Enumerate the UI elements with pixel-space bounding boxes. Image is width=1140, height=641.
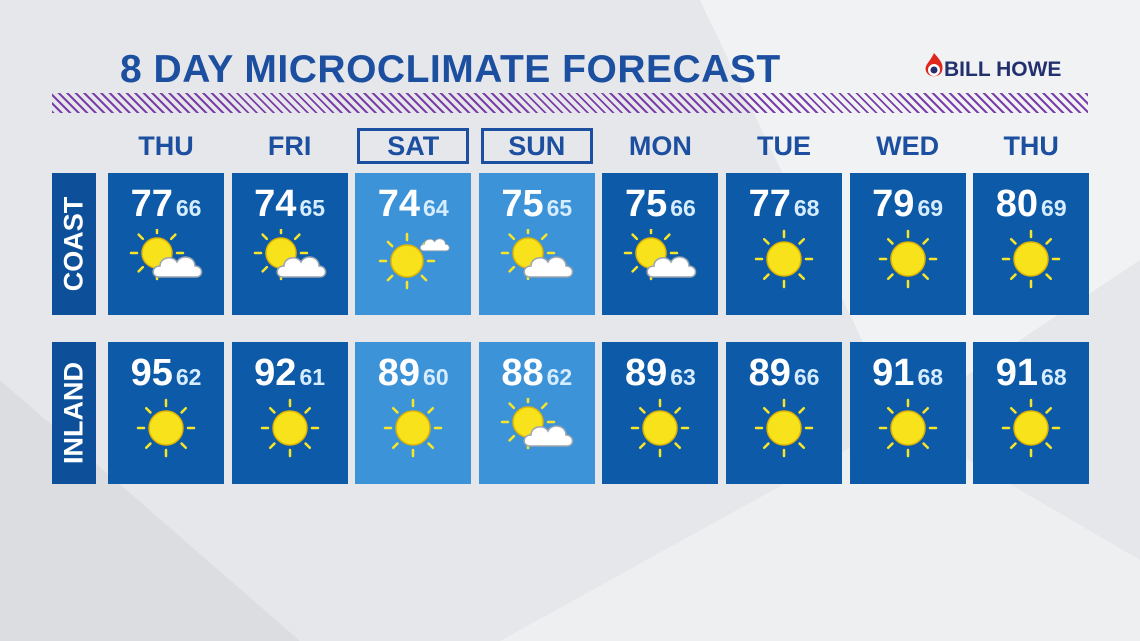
- weather-icon: [373, 229, 453, 298]
- forecast-cell: 88 62: [478, 342, 595, 484]
- day-label: THU: [1003, 131, 1059, 161]
- weather-icon: [126, 225, 206, 298]
- day-label: WED: [876, 131, 940, 161]
- temps: 89 63: [602, 352, 718, 395]
- high-temp: 89: [748, 352, 791, 394]
- low-temp: 68: [1041, 364, 1067, 390]
- high-temp: 91: [995, 352, 1039, 394]
- weather-icon: [373, 398, 453, 467]
- region-label: COAST: [58, 196, 89, 292]
- forecast-cell: 89 63: [602, 342, 719, 484]
- temps: 89 60: [355, 352, 471, 395]
- day-label: MON: [628, 131, 692, 161]
- weather-icon: [991, 229, 1071, 298]
- forecast-cell: 79 69: [849, 173, 966, 315]
- weather-icon: [744, 229, 824, 298]
- temps: 80 69: [973, 183, 1089, 226]
- temps: 79 69: [850, 183, 966, 226]
- day-label: SUN: [480, 128, 593, 164]
- high-temp: 95: [130, 352, 173, 394]
- temps: 75 65: [479, 183, 595, 226]
- forecast-cell: 80 69: [973, 173, 1090, 315]
- high-temp: 75: [624, 183, 668, 225]
- forecast-cell: 74 64: [355, 173, 472, 315]
- forecast-cell: 91 68: [973, 342, 1090, 484]
- low-temp: 62: [175, 364, 202, 390]
- divider: [52, 93, 1088, 113]
- weather-icon: [497, 394, 577, 467]
- weather-icon: [744, 398, 824, 467]
- temps: 95 62: [108, 352, 224, 395]
- high-temp: 75: [501, 183, 544, 225]
- high-temp: 74: [377, 183, 421, 225]
- low-temp: 60: [423, 364, 449, 390]
- day-label: SAT: [357, 128, 470, 164]
- temps: 88 62: [479, 352, 595, 395]
- day-label: FRI: [267, 131, 312, 161]
- low-temp: 66: [175, 195, 202, 221]
- temps: 75 66: [602, 183, 718, 226]
- forecast-cell: 77 68: [726, 173, 842, 315]
- high-temp: 77: [748, 183, 791, 225]
- forecast-cell: 74 65: [231, 173, 348, 315]
- high-temp: 80: [995, 183, 1039, 225]
- region-label-box: INLAND: [52, 342, 96, 484]
- weather-icon: [868, 229, 948, 298]
- temps: 77 66: [108, 183, 224, 226]
- low-temp: 68: [917, 364, 944, 390]
- forecast-cell: 95 62: [108, 342, 224, 484]
- high-temp: 89: [624, 352, 668, 394]
- low-temp: 64: [423, 195, 449, 221]
- low-temp: 65: [299, 195, 326, 221]
- day-label: THU: [138, 131, 194, 161]
- weather-icon: [250, 225, 330, 298]
- region-label-box: COAST: [52, 173, 96, 315]
- high-temp: 77: [130, 183, 173, 225]
- weather-icon: [620, 225, 700, 298]
- low-temp: 65: [546, 195, 573, 221]
- weather-icon: [126, 398, 206, 467]
- weather-icon: [250, 398, 330, 467]
- weather-icon: [868, 398, 948, 467]
- logo-text: BILL HOWE: [944, 58, 1062, 81]
- temps: 74 65: [232, 183, 348, 226]
- temps: 74 64: [355, 183, 471, 226]
- temps: 91 68: [850, 352, 966, 395]
- low-temp: 66: [793, 364, 820, 390]
- high-temp: 91: [872, 352, 915, 394]
- high-temp: 88: [501, 352, 544, 394]
- low-temp: 69: [917, 195, 944, 221]
- high-temp: 79: [872, 183, 915, 225]
- temps: 77 68: [726, 183, 842, 226]
- logo-icon: [925, 53, 943, 77]
- low-temp: 68: [793, 195, 820, 221]
- weather-icon: [991, 398, 1071, 467]
- region-label: INLAND: [58, 362, 89, 464]
- temps: 89 66: [726, 352, 842, 395]
- high-temp: 89: [377, 352, 421, 394]
- forecast-cell: 77 66: [108, 173, 224, 315]
- forecast-cell: 75 65: [478, 173, 595, 315]
- title: 8 DAY MICROCLIMATE FORECAST: [120, 48, 781, 91]
- forecast-cell: 91 68: [849, 342, 966, 484]
- low-temp: 62: [546, 364, 573, 390]
- forecast-cell: 89 66: [726, 342, 842, 484]
- temps: 91 68: [973, 352, 1089, 395]
- forecast-cell: 75 66: [602, 173, 719, 315]
- low-temp: 63: [670, 364, 696, 390]
- temps: 92 61: [232, 352, 348, 395]
- low-temp: 66: [670, 195, 696, 221]
- forecast-cell: 92 61: [231, 342, 348, 484]
- high-temp: 92: [254, 352, 297, 394]
- forecast-cell: 89 60: [355, 342, 472, 484]
- low-temp: 61: [299, 364, 326, 390]
- weather-icon: [620, 398, 700, 467]
- day-label: TUE: [757, 131, 811, 161]
- high-temp: 74: [254, 183, 297, 225]
- low-temp: 69: [1041, 195, 1067, 221]
- weather-icon: [497, 225, 577, 298]
